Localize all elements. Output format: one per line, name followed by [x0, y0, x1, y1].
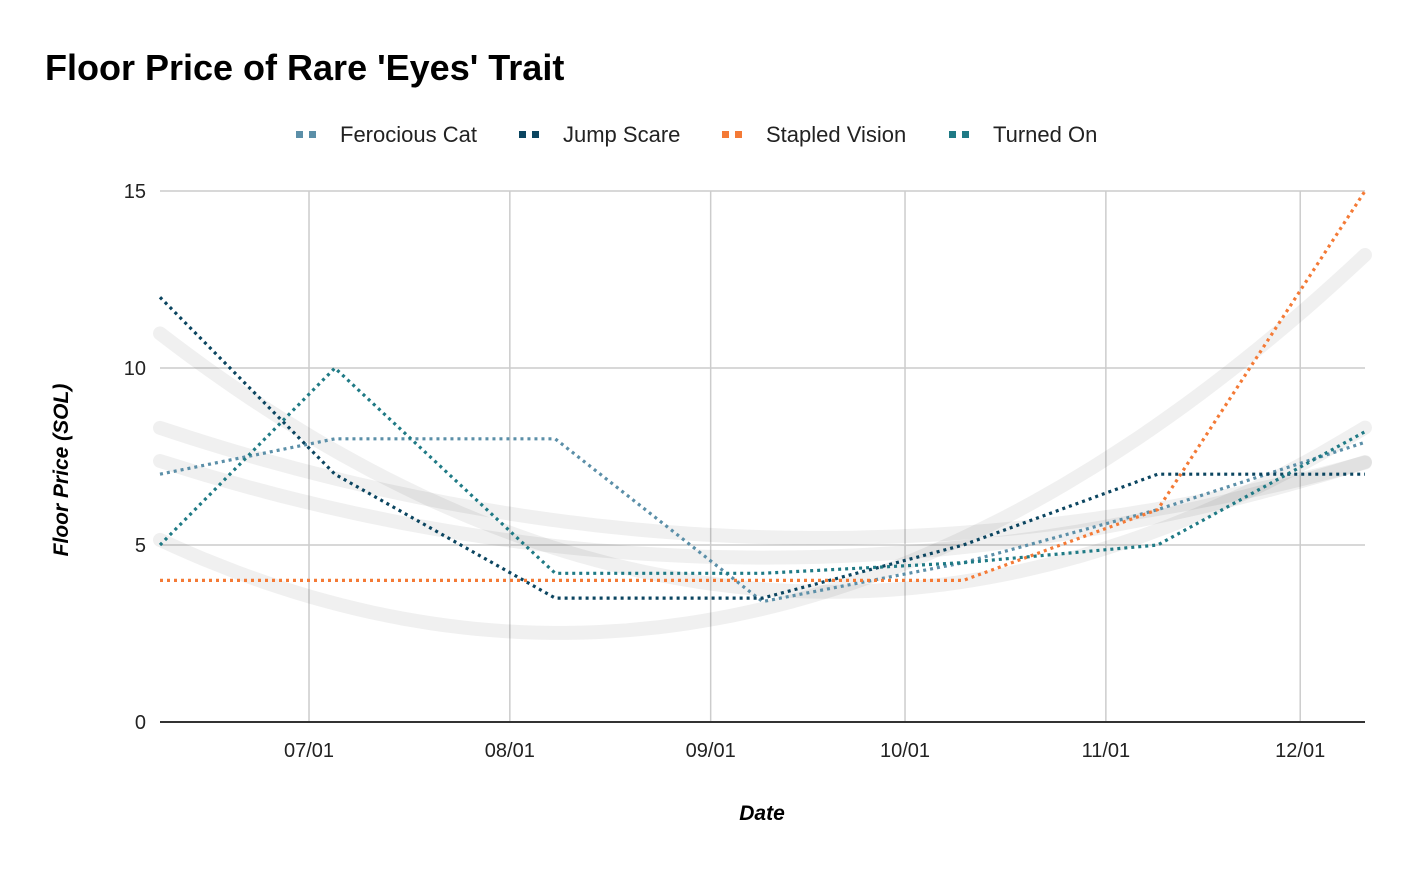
legend-label: Ferocious Cat [340, 122, 477, 147]
legend-label: Turned On [993, 122, 1097, 147]
y-axis-title: Floor Price (SOL) [50, 384, 73, 557]
legend-label: Stapled Vision [766, 122, 906, 147]
axes: 0 5 10 15 07/01 08/01 09/01 10/01 11/01 12/01 [124, 181, 1365, 762]
legend-swatch [532, 131, 539, 138]
legend-swatch [949, 131, 956, 138]
legend-swatch [962, 131, 969, 138]
y-tick-label: 15 [124, 181, 146, 203]
x-axis-title: Date [739, 802, 785, 825]
legend-swatch [296, 131, 303, 138]
x-tick-label: 11/01 [1082, 740, 1131, 762]
x-tick-label: 08/01 [485, 740, 535, 762]
grid-lines [160, 190, 1365, 722]
y-tick-label: 10 [124, 358, 146, 380]
legend: Ferocious Cat Jump Scare Stapled Vision Tur… [296, 122, 1097, 147]
series-line [158, 366, 1366, 575]
trendline [153, 420, 1372, 545]
series-line [158, 296, 1365, 600]
x-tick-label: 12/01 [1275, 740, 1325, 762]
x-tick-label: 09/01 [686, 740, 736, 762]
legend-swatch [309, 131, 316, 138]
legend-swatch [722, 131, 729, 138]
trendlines [153, 248, 1372, 640]
trendline [153, 454, 1372, 565]
series-lines [158, 190, 1367, 604]
y-tick-label: 5 [135, 535, 146, 557]
trendline [153, 326, 1372, 599]
legend-swatch [519, 131, 526, 138]
legend-label: Jump Scare [563, 122, 680, 147]
x-tick-label: 07/01 [284, 740, 334, 762]
x-tick-label: 10/01 [880, 740, 930, 762]
legend-swatch [735, 131, 742, 138]
y-tick-label: 0 [135, 712, 146, 734]
chart-title: Floor Price of Rare 'Eyes' Trait [45, 47, 565, 88]
series-line [160, 190, 1367, 583]
trendline [153, 248, 1372, 640]
